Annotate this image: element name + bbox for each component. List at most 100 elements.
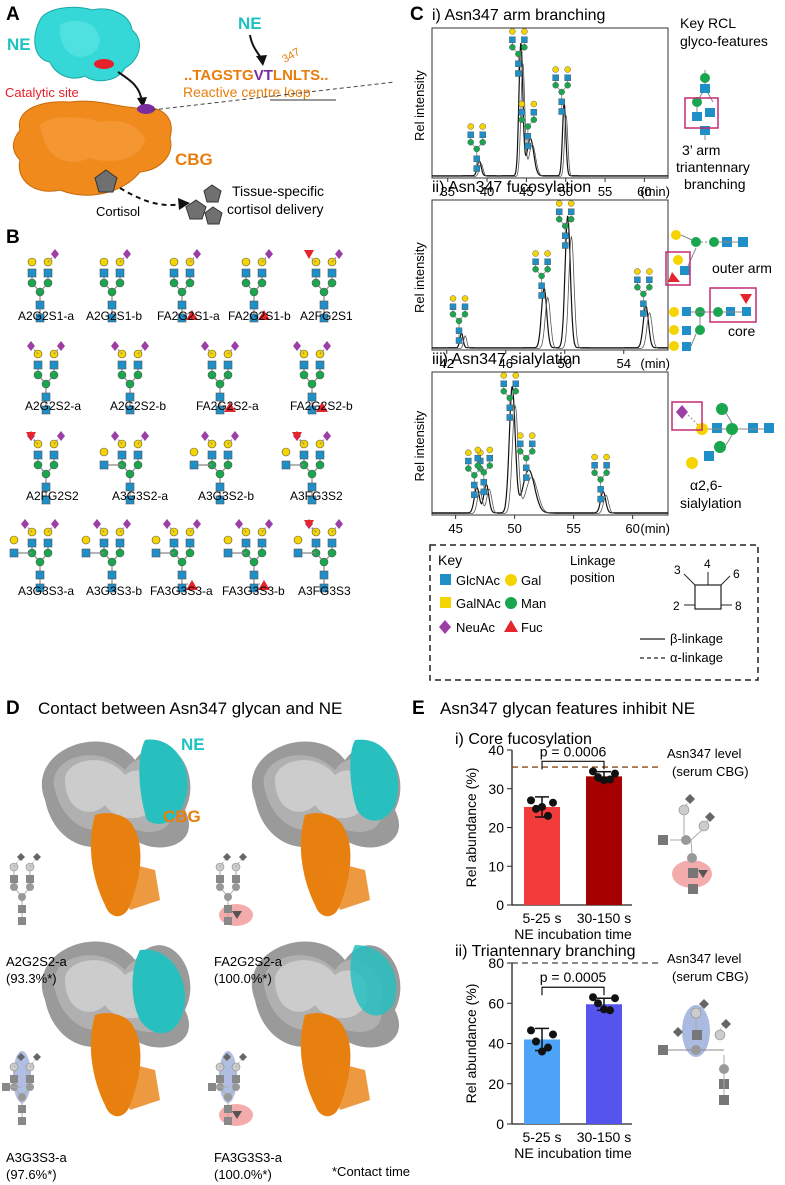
y-axis-label: Rel abundance (%): [463, 984, 479, 1104]
x-tick-label: 60: [625, 521, 639, 536]
glycan-name: FA2G2S1-b: [228, 309, 291, 323]
e1-glycan-cartoon: [658, 794, 715, 894]
md-contact-1: (93.3%*): [6, 971, 57, 986]
y-tick-label: 20: [488, 1076, 504, 1092]
rcl-marker: [137, 104, 155, 114]
glycan-structure: [281, 430, 332, 505]
bar: [586, 776, 622, 905]
glycan-name: A3G3S3-b: [86, 584, 142, 598]
x-tick-label: 50: [507, 521, 521, 536]
feature-triantennary-glycan: [684, 70, 719, 140]
bar: [524, 806, 560, 905]
md-name-4: FA3G3S3-a: [214, 1150, 283, 1165]
bar: [586, 1004, 622, 1124]
feature-branching: branching: [684, 176, 746, 192]
md-glycan-3: [2, 1051, 42, 1126]
glycan-structure: [151, 518, 202, 593]
cortisol-molecule-3: [203, 184, 222, 203]
y-tick-label: 60: [488, 995, 504, 1011]
data-point: [538, 1047, 546, 1056]
peak-glycan: [518, 100, 538, 150]
bar-charts: i) Core fucosylation 0 10 20 30 40 Rel abundan…: [455, 731, 749, 1161]
glycan-name: A3G3S2-a: [112, 489, 168, 503]
md-glycan-2: [215, 852, 253, 926]
panel-c-letter: C: [410, 4, 424, 25]
glycan-name: A2FG2S1: [300, 309, 353, 323]
y-axis-label: Rel abundance (%): [463, 768, 479, 888]
chromatogram-title: iii) Asn347 sialylation: [432, 351, 581, 368]
md-name-3: A3G3S3-a: [6, 1150, 67, 1165]
category-label: 30-150 s: [577, 910, 631, 926]
x-tick-label: 55: [566, 521, 580, 536]
md-glycan-4: [208, 1051, 253, 1126]
reference-label-line1: Asn347 level: [667, 951, 742, 966]
x-axis-unit: (min): [640, 356, 670, 371]
x-tick-label: 55: [598, 184, 612, 199]
panel-a-letter: A: [6, 4, 20, 25]
x-tick-label: 50: [558, 356, 572, 371]
bar-chart-1: i) Core fucosylation 0 10 20 30 40 Rel abundan…: [455, 731, 749, 942]
peak-glycan: [591, 453, 611, 503]
feature-sialylation-glycan: [671, 401, 774, 469]
y-tick-label: 10: [488, 858, 504, 874]
ne-label: NE: [7, 35, 31, 54]
panel-d-title: Contact between Asn347 glycan and NE: [38, 699, 342, 718]
data-point: [532, 804, 540, 813]
catalytic-site-marker: [94, 59, 114, 69]
y-axis-label: Rel intensity: [412, 242, 427, 313]
ne-arrow-label: NE: [238, 14, 262, 33]
reference-label-line2: (serum CBG): [672, 764, 749, 779]
cortisol-molecule-4: [204, 206, 223, 225]
data-point: [589, 993, 597, 1002]
peak-glycan: [508, 28, 528, 77]
fuc-icon: [504, 620, 518, 632]
x-tick-label: 46: [499, 356, 513, 371]
plot-frame: [431, 199, 669, 351]
ne-binding-arrow: [117, 71, 143, 103]
chromatograms: i) Asn347 arm branching Rel intensity 35 40…: [412, 7, 670, 536]
cortisol-release-arrow: [119, 187, 181, 206]
delivery-label-line1: Tissue-specific: [232, 183, 324, 199]
peak-glycan: [516, 432, 536, 482]
glycan-name: FA2G2S2-b: [290, 399, 353, 413]
x-axis-unit: (min): [640, 184, 670, 199]
data-point: [594, 773, 602, 782]
cbg-label: CBG: [175, 150, 213, 169]
x-tick-label: 50: [558, 184, 572, 199]
md-footnote: *Contact time: [332, 1164, 410, 1179]
data-point: [606, 775, 614, 784]
chromatogram-1: i) Asn347 arm branching Rel intensity 35 40…: [412, 7, 670, 199]
panel-e-letter: E: [412, 698, 425, 719]
y-tick-label: 20: [488, 820, 504, 836]
cortisol-label: Cortisol: [96, 204, 140, 219]
x-axis-unit: (min): [640, 521, 670, 536]
md-glycan-1: [9, 852, 42, 926]
chromatogram-trace: [432, 386, 668, 514]
chromatogram-trace-2: [432, 63, 668, 177]
data-point: [544, 811, 552, 820]
chromatogram-title: i) Asn347 arm branching: [432, 7, 605, 24]
x-tick-label: 35: [440, 184, 454, 199]
key-rcl-title-line1: Key RCL: [680, 15, 736, 31]
glycan-name: A2G2S1-a: [18, 309, 74, 323]
md-contact-3: (97.6%*): [6, 1167, 57, 1182]
monosaccharide-key-box: [429, 544, 759, 681]
galnac-icon: [440, 597, 451, 608]
gal-icon: [505, 574, 517, 586]
peak-glycan: [633, 268, 653, 317]
y-tick-label: 40: [488, 742, 504, 758]
rcl-seq-cleavage: VT: [254, 67, 273, 84]
glycan-structure: [9, 518, 60, 593]
p-value: p = 0.0005: [540, 969, 607, 985]
data-point: [538, 802, 546, 811]
md-model-4: [251, 941, 401, 1117]
glycan-name: A2G2S2-b: [110, 399, 166, 413]
catalytic-site-label: Catalytic site: [5, 85, 79, 100]
x-tick-label: 54: [617, 356, 631, 371]
neuac-icon: [439, 620, 451, 634]
md-ne-label: NE: [181, 735, 205, 754]
pos-4: 4: [704, 557, 711, 571]
chromatogram-trace-2: [432, 404, 668, 514]
data-point: [611, 994, 619, 1003]
y-tick-label: 30: [488, 781, 504, 797]
